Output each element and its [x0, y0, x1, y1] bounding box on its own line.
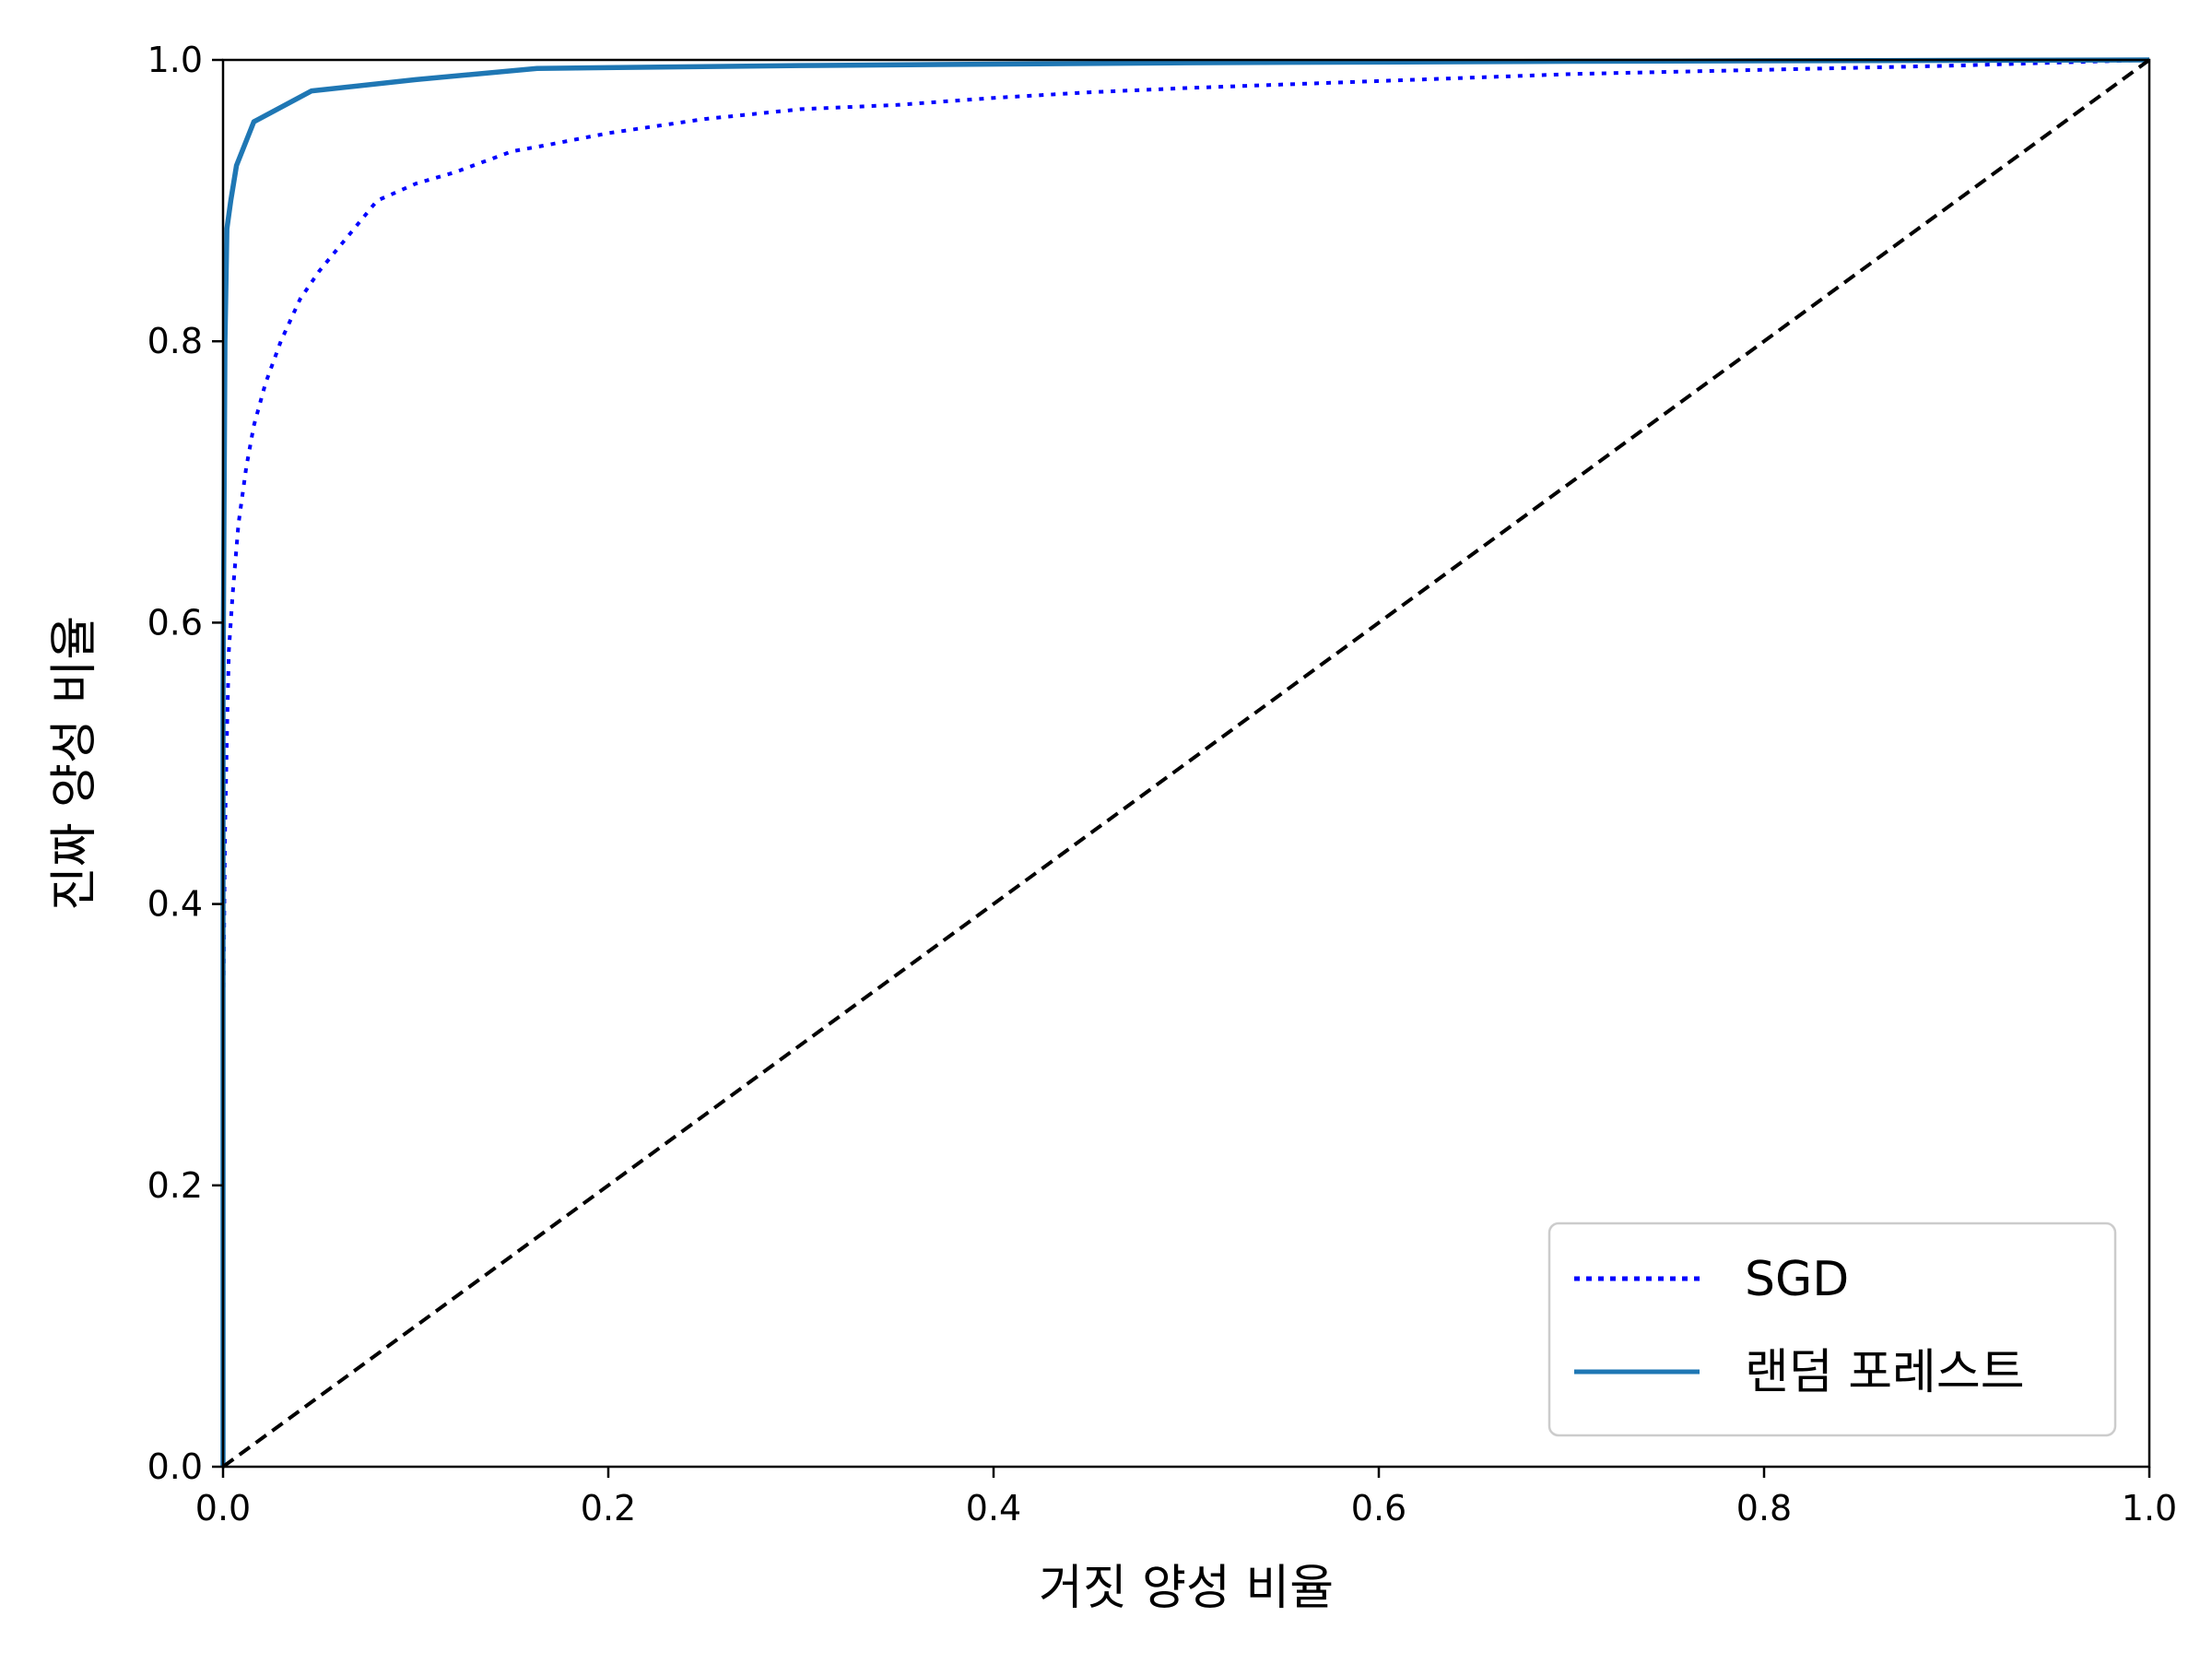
legend-label-random-forest: 랜덤 포레스트	[1745, 1345, 2025, 1400]
plot-frame	[221, 58, 2151, 1469]
legend-label-sgd: SGD	[1745, 1252, 1849, 1307]
y-tick-label: 0.2	[147, 1165, 203, 1206]
x-tick-label: 0.6	[1351, 1488, 1406, 1528]
reference-diagonal-line	[221, 58, 2151, 1469]
y-tick-label: 0.4	[147, 884, 203, 925]
y-axis-title: 진짜 양성 비율	[47, 616, 102, 911]
series-line-random-forest	[220, 57, 2150, 1467]
x-ticks: 0.0 0.2 0.4 0.6 0.8 1.0	[195, 1467, 2177, 1528]
x-tick-label: 1.0	[2122, 1488, 2177, 1528]
x-tick-label: 0.0	[195, 1488, 251, 1528]
y-tick-label: 0.8	[147, 321, 203, 361]
series-line-sgd	[221, 58, 2150, 1467]
x-tick-label: 0.4	[966, 1488, 1021, 1528]
legend: SGD 랜덤 포레스트	[1547, 1221, 2117, 1437]
series-layer	[220, 57, 2151, 1469]
x-tick-label: 0.2	[581, 1488, 636, 1528]
x-tick-label: 0.8	[1736, 1488, 1792, 1528]
y-ticks: 0.0 0.2 0.4 0.6 0.8 1.0	[147, 40, 223, 1487]
legend-box	[1547, 1221, 2117, 1437]
x-axis-title: 거짓 양성 비율	[1039, 1561, 1334, 1616]
y-tick-label: 1.0	[147, 40, 203, 80]
y-tick-label: 0.0	[147, 1446, 203, 1487]
y-tick-label: 0.6	[147, 602, 203, 643]
